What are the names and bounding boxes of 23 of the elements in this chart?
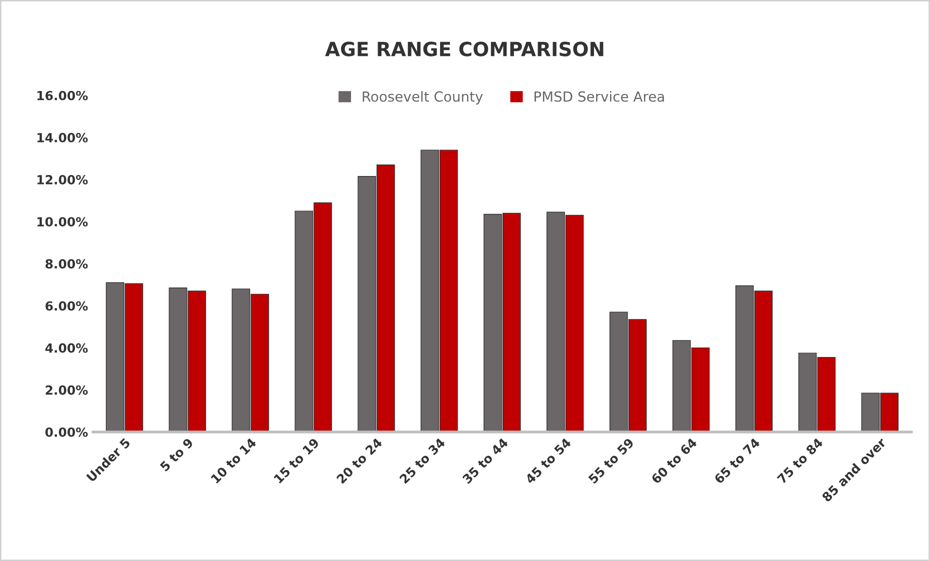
chart-title: AGE RANGE COMPARISON xyxy=(325,42,604,56)
x-tick-label: 25 to 34 xyxy=(399,437,446,484)
x-tick-label: 65 to 74 xyxy=(714,437,760,484)
x-tick-label: 15 to 19 xyxy=(273,438,320,484)
y-tick-label: 12.00% xyxy=(37,174,88,184)
x-tick-label: 10 to 14 xyxy=(210,437,257,484)
y-tick-label: 6.00% xyxy=(46,301,88,311)
y-tick-label: 0.00% xyxy=(45,427,88,437)
x-tick-label: 45 to 54 xyxy=(524,438,572,484)
x-tick-label: 75 to 84 xyxy=(776,437,824,484)
y-tick-label: 16.00% xyxy=(37,90,88,100)
legend-label: PMSD Service Area xyxy=(534,91,664,102)
x-tick-label: 35 to 44 xyxy=(462,437,509,484)
y-tick-label: 14.00% xyxy=(37,132,88,142)
x-tick-label: 60 to 64 xyxy=(650,437,698,484)
y-tick-label: 8.00% xyxy=(46,259,88,269)
x-tick-label: 55 to 59 xyxy=(588,438,634,484)
y-tick-label: 2.00% xyxy=(46,385,88,395)
x-tick-label: 5 to 9 xyxy=(160,438,194,472)
y-tick-label: 10.00% xyxy=(37,217,88,227)
x-tick-label: 20 to 24 xyxy=(336,437,383,484)
y-tick-label: 4.00% xyxy=(45,343,88,353)
legend-label: Roosevelt County xyxy=(362,91,483,104)
